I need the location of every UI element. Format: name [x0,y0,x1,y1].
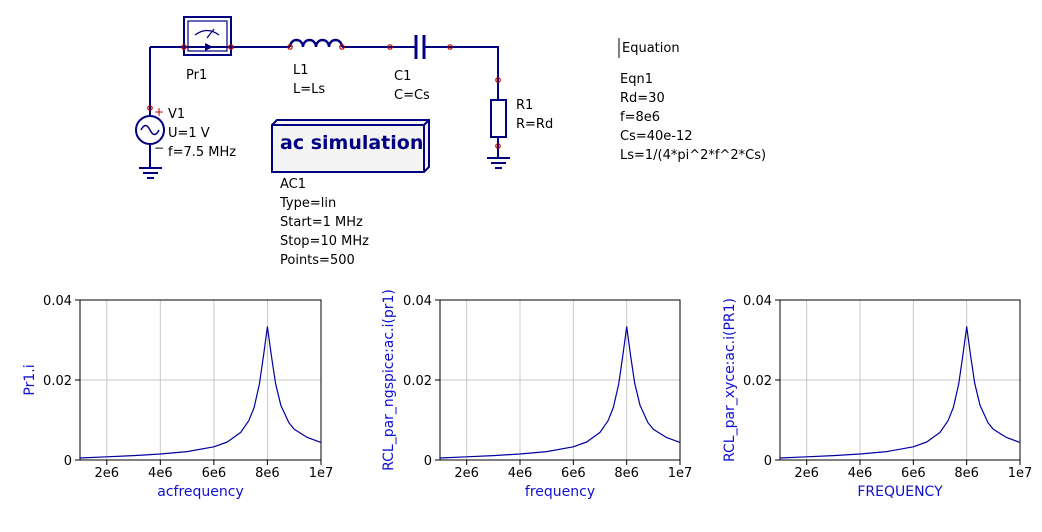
source-plus: + [154,105,164,119]
x-tick-label: 8e6 [255,466,280,481]
plot-3: 2e6 4e6 6e6 8e6 1e7 0 0.02 0.04 FREQUENCY RCL_par… [722,294,1032,500]
equation-line-cs: Cs=40e-12 [620,129,693,144]
x-axis-label: frequency [525,484,595,500]
resistor-name: R1 [516,98,533,113]
source-minus: − [154,141,164,155]
y-tick-label: 0.04 [403,294,432,309]
y-axis-label: RCL_par_ngspice:ac.i(pr1) [381,289,397,471]
plot-2: 2e6 4e6 6e6 8e6 1e7 0 0.02 0.04 frequency RCL_par… [381,289,692,500]
inductor-value: L=Ls [293,82,325,97]
x-axis-label: acfrequency [157,484,244,500]
source-frequency: f=7.5 MHz [168,145,236,160]
x-tick-label: 1e7 [668,466,693,481]
ac-simulation-start: Start=1 MHz [280,215,363,230]
x-tick-label: 1e7 [1008,466,1033,481]
probe-name: Pr1 [186,68,207,83]
y-tick-label: 0 [64,454,72,469]
equation-block[interactable]: Equation Eqn1 Rd=30 f=8e6 Cs=40e-12 Ls=1… [618,38,766,163]
ac-simulation-title: ac simulation [280,132,423,154]
x-tick-label: 1e7 [309,466,334,481]
equation-line-ls: Ls=1/(4*pi^2*f^2*Cs) [620,148,766,163]
x-tick-label: 2e6 [454,466,479,481]
equation-header: Equation [622,41,680,56]
equation-name: Eqn1 [620,72,653,87]
x-tick-label: 6e6 [901,466,926,481]
equation-line-f: f=8e6 [620,110,660,125]
source-name: V1 [168,107,185,122]
x-tick-label: 8e6 [954,466,979,481]
ac-simulation-stop: Stop=10 MHz [280,234,369,249]
source-voltage: U=1 V [168,126,210,141]
capacitor-c1[interactable]: C1 C=Cs [387,35,453,103]
plot-1: 2e6 4e6 6e6 8e6 1e7 0 0.02 0.04 acfrequency Pr1.i [22,294,333,500]
inductor-name: L1 [293,63,309,78]
x-tick-label: 4e6 [148,466,173,481]
x-tick-label: 2e6 [794,466,819,481]
x-tick-label: 6e6 [202,466,227,481]
y-tick-label: 0.02 [43,374,72,389]
wire-capacitor-right[interactable] [430,46,499,100]
y-tick-label: 0.04 [743,294,772,309]
ac-simulation-type: Type=lin [279,196,336,211]
resistor-value: R=Rd [516,117,553,132]
ground-source-icon [139,167,162,179]
y-tick-label: 0.04 [43,294,72,309]
x-tick-label: 6e6 [561,466,586,481]
capacitor-value: C=Cs [394,88,430,103]
resistor-r1[interactable]: R1 R=Rd [490,77,553,149]
series-line [79,326,322,459]
series-line [439,326,681,459]
ac-simulation-block[interactable]: ac simulation AC1 Type=lin Start=1 MHz S… [271,119,430,268]
inductor-l1[interactable]: L1 L=Ls [287,38,345,97]
source-v1[interactable]: + − V1 U=1 V f=7.5 MHz [135,105,236,160]
ground-resistor-icon [487,157,510,169]
pin-probe-out[interactable] [228,44,234,50]
schematic: Pr1 L1 L=Ls C1 C=Cs R1 R=Rd [135,16,766,268]
y-tick-label: 0 [764,454,772,469]
probe-pr1[interactable]: Pr1 [176,16,238,83]
equation-line-rd: Rd=30 [620,91,665,106]
x-axis-label: FREQUENCY [857,484,943,500]
y-tick-label: 0.02 [743,374,772,389]
y-tick-label: 0 [424,454,432,469]
x-tick-label: 4e6 [848,466,873,481]
ac-simulation-points: Points=500 [280,253,355,268]
capacitor-name: C1 [394,69,411,84]
x-tick-label: 8e6 [614,466,639,481]
series-line [779,326,1021,459]
y-axis-label: RCL_par_xyce:ac.i(PR1) [722,298,738,462]
x-tick-label: 4e6 [508,466,533,481]
pin-probe-in[interactable] [181,44,187,50]
x-tick-label: 2e6 [95,466,120,481]
y-axis-label: Pr1.i [22,364,38,395]
y-tick-label: 0.02 [403,374,432,389]
ac-simulation-name: AC1 [280,177,306,192]
plots: 2e6 4e6 6e6 8e6 1e7 0 0.02 0.04 acfrequency Pr1.i… [22,289,1032,500]
